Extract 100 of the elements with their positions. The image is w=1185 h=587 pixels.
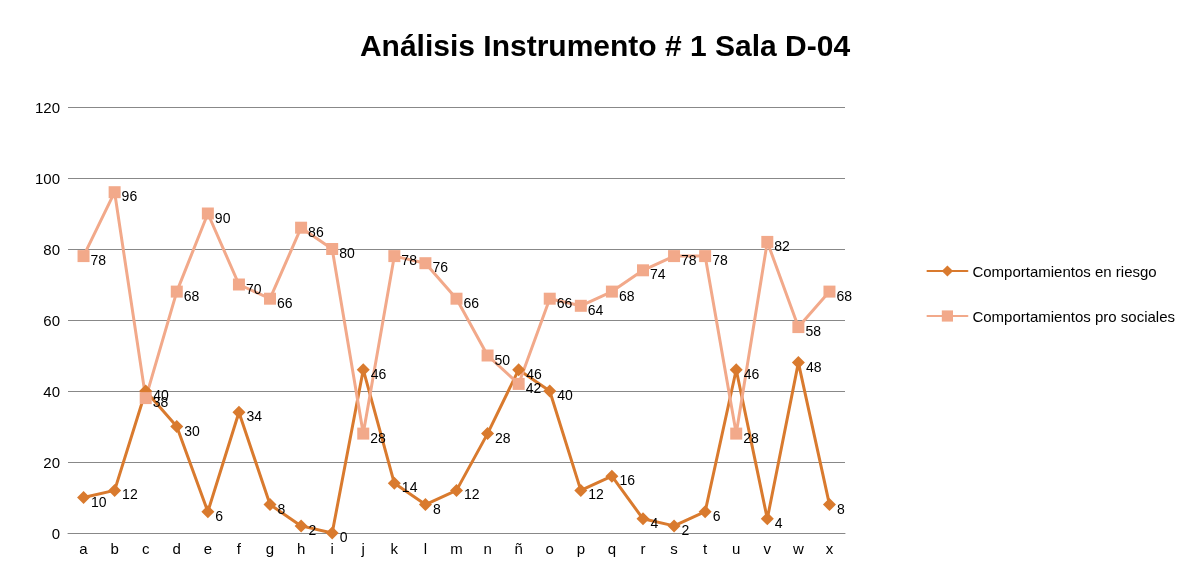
point	[574, 483, 588, 497]
data-label: 50	[494, 351, 511, 368]
point	[730, 427, 743, 440]
data-label: 78	[90, 252, 107, 269]
x-tick-label: t	[703, 540, 709, 557]
x-tick-label: q	[607, 540, 617, 557]
x-tick-label: p	[576, 540, 585, 557]
point	[108, 186, 121, 199]
point	[481, 349, 494, 362]
data-label: 6	[712, 507, 721, 524]
point	[450, 483, 463, 497]
point	[792, 321, 805, 334]
point	[512, 377, 525, 390]
x-tick-label: d	[172, 540, 181, 557]
data-label: 2	[681, 521, 690, 538]
point	[388, 250, 401, 263]
point	[636, 264, 649, 277]
y-tick-label: 120	[34, 98, 60, 116]
data-label: 46	[743, 365, 760, 382]
x-tick-label: f	[236, 540, 242, 557]
point	[760, 512, 774, 526]
point	[636, 512, 650, 526]
data-label: 82	[774, 237, 791, 254]
point	[326, 243, 339, 255]
point	[543, 292, 556, 305]
data-label: 34	[246, 408, 263, 425]
x-tick-label: u	[732, 540, 741, 557]
x-tick-label: h	[296, 540, 306, 557]
data-label: 6	[215, 507, 224, 524]
point	[201, 207, 214, 220]
x-tick-label: a	[79, 540, 89, 557]
data-label: 12	[122, 486, 138, 503]
point	[605, 469, 619, 483]
x-tick-label: n	[483, 540, 492, 557]
point	[822, 498, 836, 512]
point	[201, 505, 215, 519]
point	[699, 250, 712, 263]
data-label: 58	[805, 323, 822, 340]
y-tick-label: 100	[34, 169, 60, 187]
point	[512, 363, 526, 377]
point	[481, 427, 495, 441]
data-label: 86	[308, 223, 324, 240]
point	[77, 491, 91, 504]
data-label: 4	[774, 514, 783, 531]
point	[170, 285, 183, 298]
data-label: 64	[587, 301, 604, 318]
x-tick-label: j	[360, 540, 365, 557]
data-label: 2	[308, 521, 317, 538]
data-label: 12	[588, 486, 605, 503]
data-label: 46	[370, 365, 387, 382]
y-tick-label: 40	[43, 382, 60, 400]
x-tick-label: g	[265, 540, 275, 557]
data-label: 78	[681, 252, 697, 269]
point	[387, 476, 401, 490]
x-tick-label: k	[390, 540, 399, 557]
data-label: 68	[836, 287, 853, 304]
point	[667, 519, 681, 533]
data-label: 12	[464, 486, 480, 503]
data-label: 8	[432, 500, 441, 517]
point	[139, 392, 152, 405]
data-label: 0	[339, 529, 348, 545]
point	[729, 363, 743, 377]
x-tick-label: m	[450, 540, 463, 557]
data-label: 70	[245, 280, 262, 297]
point	[698, 505, 712, 519]
data-label: 14	[401, 479, 418, 496]
point	[294, 519, 308, 533]
data-label: 90	[214, 209, 231, 226]
data-label: 40	[557, 387, 574, 403]
y-tick-label: 60	[43, 311, 60, 329]
point	[761, 235, 774, 248]
point	[357, 427, 370, 440]
point	[823, 285, 836, 298]
x-tick-label: o	[545, 540, 554, 557]
legend-label: Comportamientos en riesgo	[972, 262, 1157, 280]
point	[419, 257, 432, 270]
data-label: 80	[339, 245, 355, 261]
data-label: 46	[526, 365, 542, 382]
data-label: 16	[619, 472, 636, 489]
x-tick-label: ñ	[514, 540, 523, 557]
x-tick-label: e	[203, 540, 213, 557]
data-label: 10	[91, 493, 107, 510]
y-tick-label: 80	[43, 240, 60, 258]
x-tick-label: l	[423, 540, 428, 557]
data-label: 68	[618, 287, 635, 304]
legend-label: Comportamientos pro sociales	[972, 307, 1176, 325]
data-label: 76	[432, 259, 449, 276]
point	[77, 250, 90, 263]
data-label: 48	[805, 358, 822, 375]
x-tick-label: s	[670, 540, 678, 557]
point	[450, 292, 463, 305]
point	[295, 221, 308, 234]
data-label: 66	[463, 294, 480, 311]
point	[232, 405, 246, 419]
point	[325, 526, 339, 540]
y-tick-label: 20	[43, 453, 60, 471]
data-label: 8	[836, 500, 845, 517]
point	[668, 250, 681, 263]
point	[418, 498, 432, 512]
data-label: 66	[277, 294, 293, 311]
